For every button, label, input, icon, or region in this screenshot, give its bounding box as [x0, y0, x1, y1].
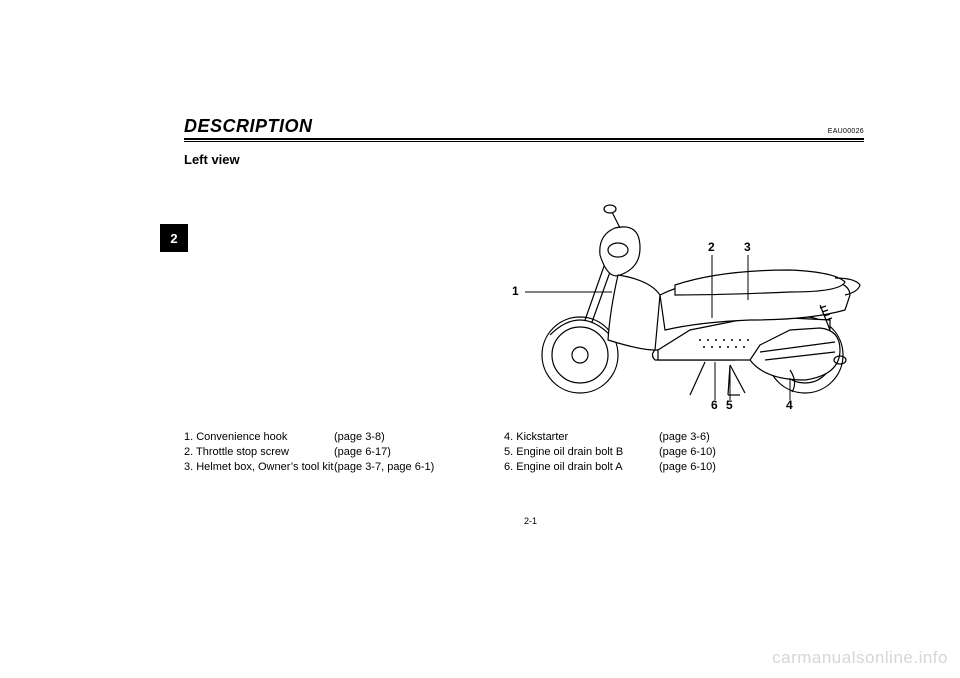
watermark: carmanualsonline.info — [772, 648, 948, 668]
legend-row: 1. Convenience hook (page 3-8) 4. Kickst… — [184, 430, 864, 445]
legend-right-item: 4. Kickstarter — [504, 430, 659, 445]
callout-2: 2 — [708, 240, 715, 254]
scooter-diagram: 1 2 3 4 5 6 — [490, 200, 910, 420]
callout-3: 3 — [744, 240, 751, 254]
callout-4: 4 — [786, 398, 793, 412]
header-rule — [184, 138, 864, 140]
page-number: 2-1 — [524, 516, 537, 526]
legend-right-ref: (page 6-10) — [659, 460, 749, 475]
legend-right-ref: (page 6-10) — [659, 445, 749, 460]
section-title: DESCRIPTION — [184, 116, 313, 137]
callout-6: 6 — [711, 398, 718, 412]
legend-left-ref: (page 3-8) — [334, 430, 464, 445]
legend-left-item: 2. Throttle stop screw — [184, 445, 334, 460]
callout-1: 1 — [512, 284, 519, 298]
legend-left-ref: (page 3-7, page 6-1) — [334, 460, 464, 475]
document-code: EAU00026 — [828, 128, 864, 135]
legend-right-item: 6. Engine oil drain bolt A — [504, 460, 659, 475]
page-content: DESCRIPTION EAU00026 Left view — [184, 0, 864, 580]
legend-row: 3. Helmet box, Owner’s tool kit (page 3-… — [184, 460, 864, 475]
scooter-svg — [490, 200, 910, 420]
legend-left-item: 1. Convenience hook — [184, 430, 334, 445]
legend-left-ref: (page 6-17) — [334, 445, 464, 460]
parts-legend: 1. Convenience hook (page 3-8) 4. Kickst… — [184, 430, 864, 475]
legend-right-item: 5. Engine oil drain bolt B — [504, 445, 659, 460]
view-subtitle: Left view — [184, 152, 240, 167]
legend-right-ref: (page 3-6) — [659, 430, 749, 445]
legend-left-item: 3. Helmet box, Owner’s tool kit — [184, 460, 334, 475]
legend-row: 2. Throttle stop screw (page 6-17) 5. En… — [184, 445, 864, 460]
callout-5: 5 — [726, 398, 733, 412]
